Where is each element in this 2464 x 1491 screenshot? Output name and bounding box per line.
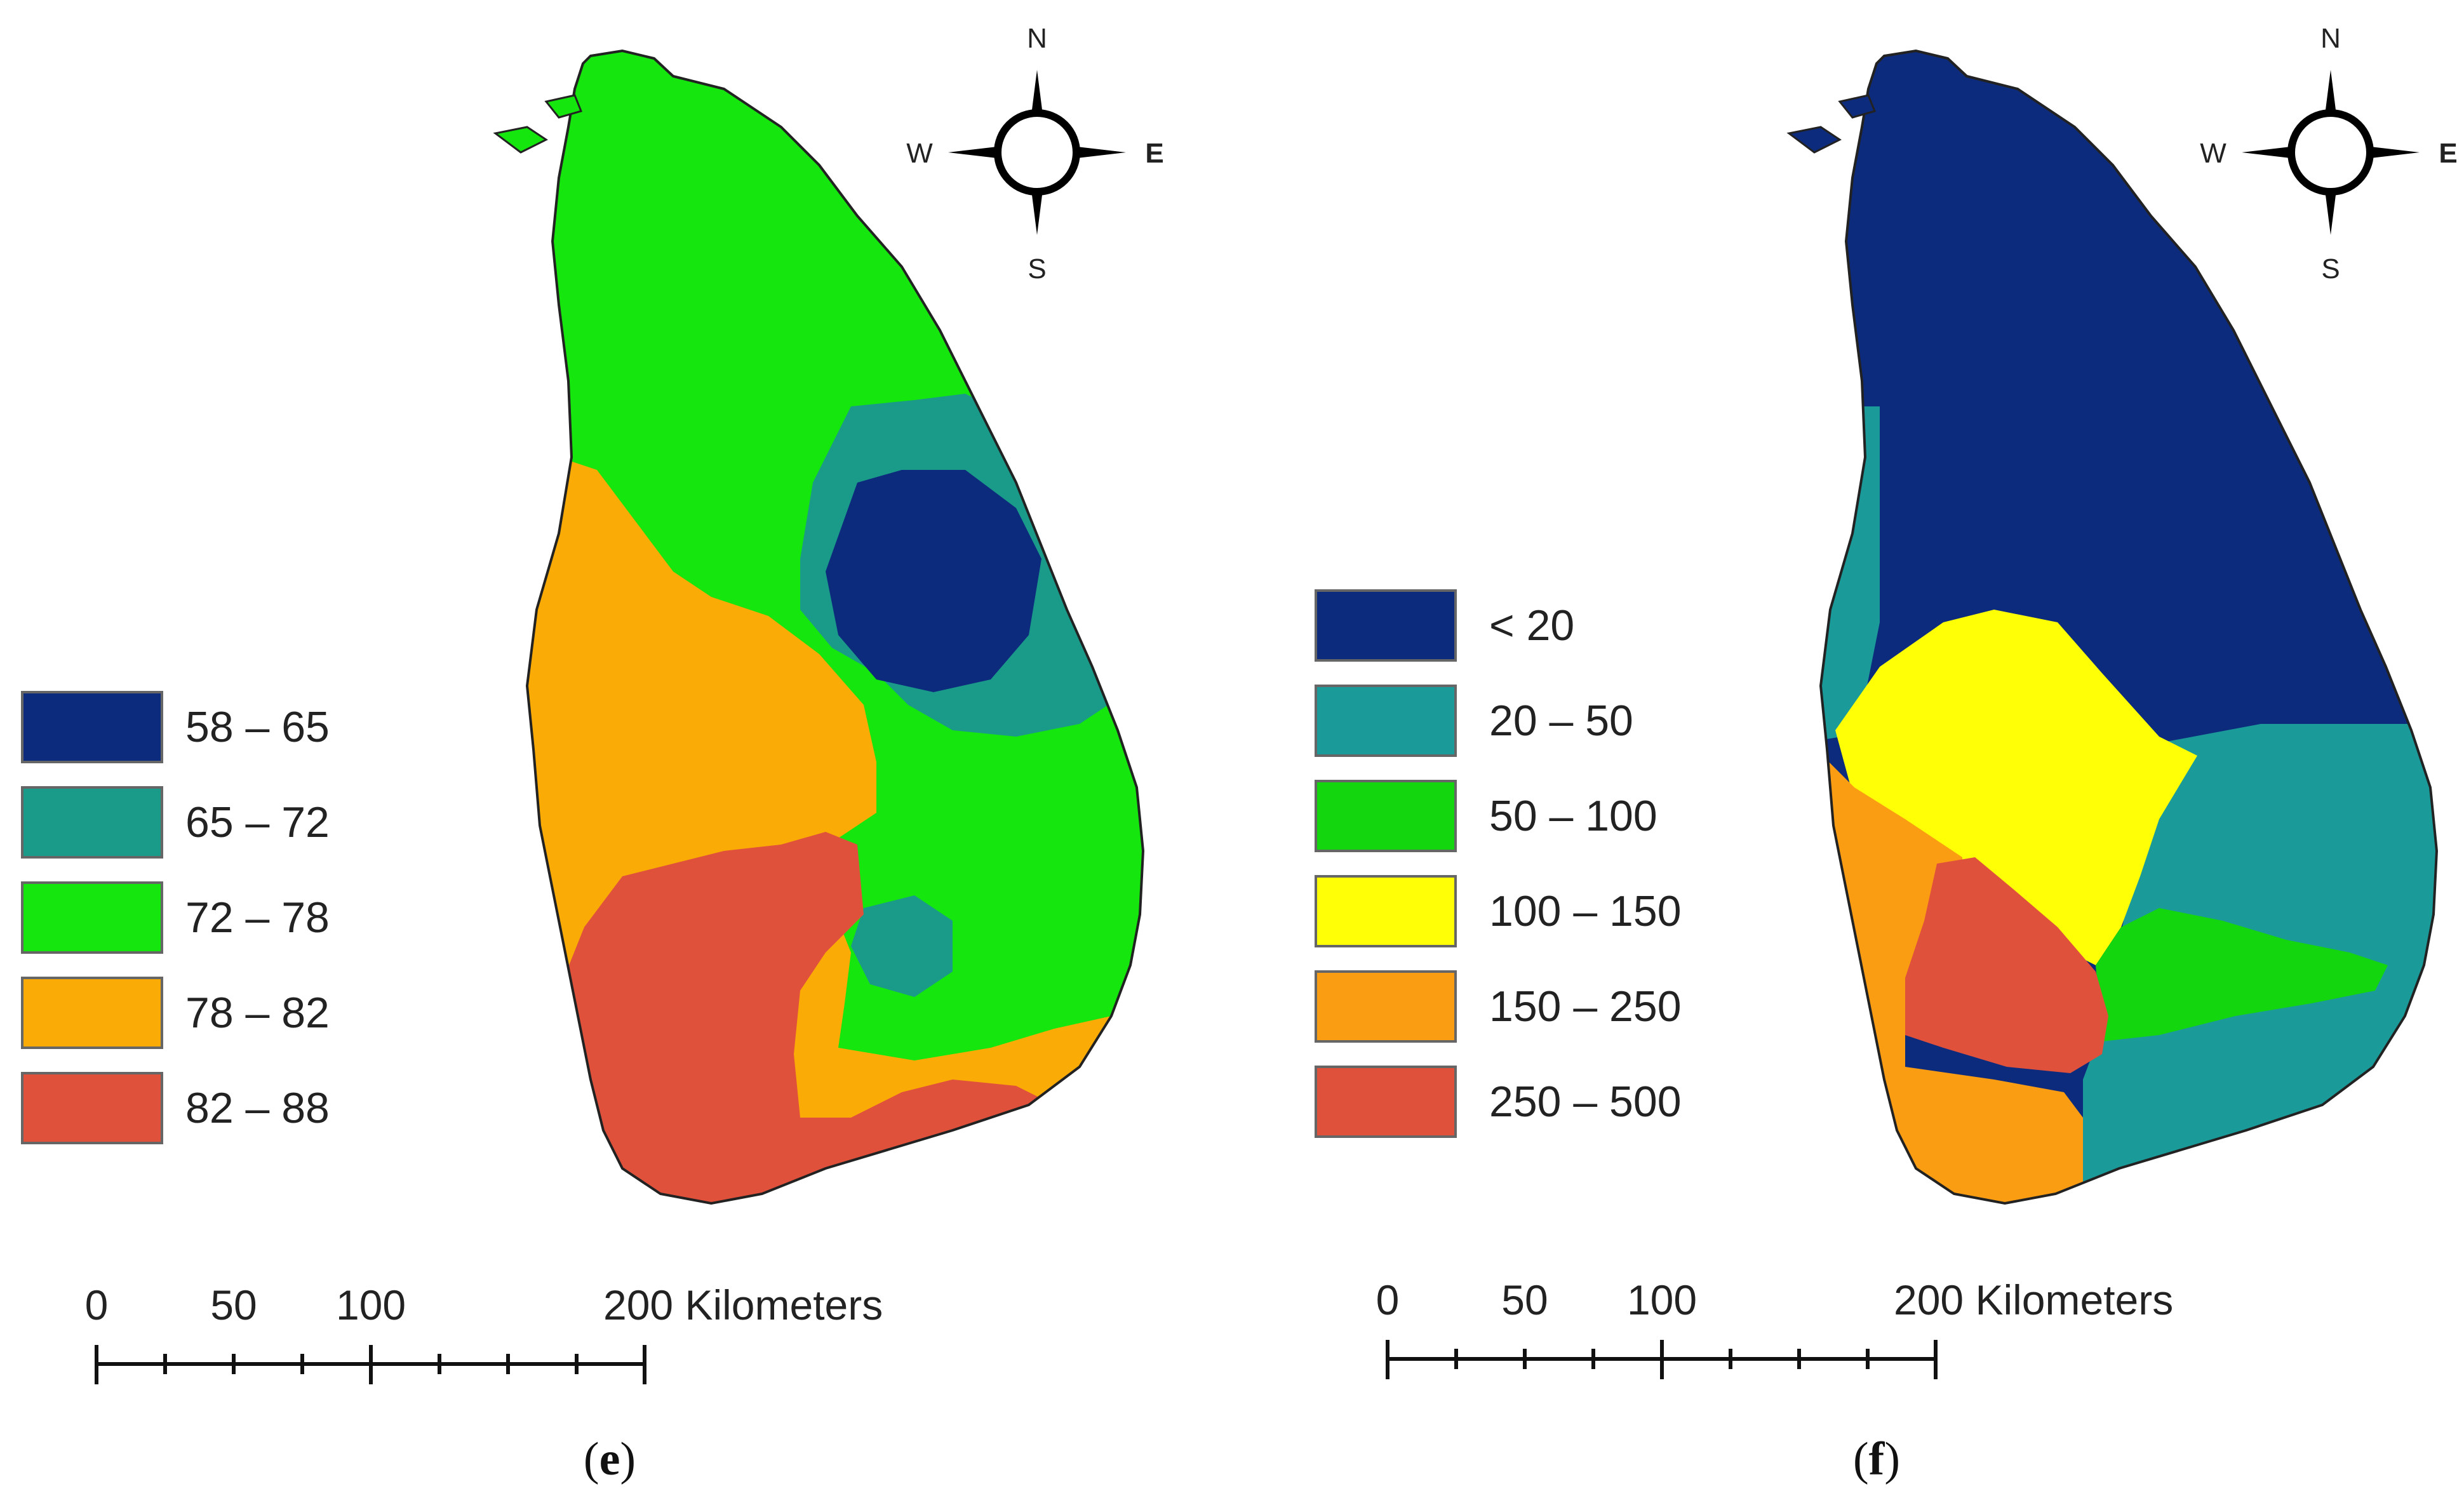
zone-250-500 — [1905, 857, 2108, 1073]
legend-swatch — [1315, 780, 1457, 852]
legend-label: 65 – 72 — [185, 798, 330, 846]
compass-w: W — [906, 138, 933, 169]
scale-tick-label: 50 — [210, 1281, 257, 1328]
scale-tick-label: 0 — [1376, 1276, 1400, 1323]
legend-label: 250 – 500 — [1489, 1078, 1682, 1126]
map-f — [1821, 51, 2437, 1203]
legend-swatch — [1315, 970, 1457, 1043]
compass-rose-icon: N S E W — [906, 23, 1163, 284]
compass-s: S — [2321, 253, 2340, 284]
legend-label: 58 – 65 — [185, 703, 330, 751]
compass-n: N — [1027, 23, 1047, 54]
legend-swatch — [1315, 1066, 1457, 1138]
island-fragment — [493, 126, 548, 154]
island-fragment — [1786, 126, 1842, 154]
scale-end-label: 200 Kilometers — [603, 1281, 883, 1328]
scale-end-label: 200 Kilometers — [1894, 1276, 2173, 1323]
scale-tick-label: 0 — [85, 1281, 109, 1328]
legend-label: 150 – 250 — [1489, 982, 1682, 1031]
legend-swatch — [21, 881, 163, 954]
legend-label: 72 – 78 — [185, 893, 330, 942]
legend-label: 100 – 150 — [1489, 887, 1682, 935]
panel-e: 58 – 65 65 – 72 72 – 78 78 – 82 82 – 88 … — [21, 23, 1164, 1485]
legend-e: 58 – 65 65 – 72 72 – 78 78 – 82 82 – 88 — [21, 691, 330, 1144]
legend-swatch — [21, 977, 163, 1049]
compass-n: N — [2320, 23, 2341, 54]
legend-swatch — [1315, 875, 1457, 947]
legend-swatch — [1315, 685, 1457, 757]
panel-caption-f: (f) — [1853, 1433, 1900, 1485]
scale-tick-label: 50 — [1501, 1276, 1548, 1323]
zone-50-100 — [2096, 908, 2388, 1041]
panel-caption-e: (e) — [584, 1433, 636, 1485]
legend-swatch — [21, 691, 163, 763]
compass-rose-icon: N S E W — [2200, 23, 2457, 284]
scale-bar-f: 0 50 100 200 Kilometers — [1376, 1276, 2173, 1379]
compass-s: S — [1028, 253, 1046, 284]
legend-label: 50 – 100 — [1489, 792, 1657, 840]
legend-swatch — [21, 1072, 163, 1144]
legend-label: 20 – 50 — [1489, 697, 1633, 745]
island-fragment — [1838, 94, 1877, 119]
zone-65-72-small — [851, 895, 953, 997]
zone-100-150 — [1835, 610, 2197, 965]
legend-f: < 20 20 – 50 50 – 100 100 – 150 150 – 25… — [1315, 589, 1682, 1138]
scale-tick-label: 100 — [336, 1281, 406, 1328]
compass-e: E — [2439, 138, 2457, 169]
legend-label: < 20 — [1489, 601, 1574, 650]
scale-tick-label: 100 — [1627, 1276, 1697, 1323]
map-e — [527, 51, 1143, 1203]
compass-w: W — [2200, 138, 2226, 169]
legend-swatch — [1315, 589, 1457, 662]
scale-bar-e: 0 50 100 200 Kilometers — [85, 1281, 883, 1384]
panel-f: < 20 20 – 50 50 – 100 100 – 150 150 – 25… — [1315, 23, 2458, 1485]
island-fragment — [544, 94, 583, 119]
legend-label: 78 – 82 — [185, 989, 330, 1037]
zone-58-65 — [826, 470, 1041, 692]
compass-e: E — [1145, 138, 1163, 169]
legend-label: 82 – 88 — [185, 1084, 330, 1132]
legend-swatch — [21, 786, 163, 859]
